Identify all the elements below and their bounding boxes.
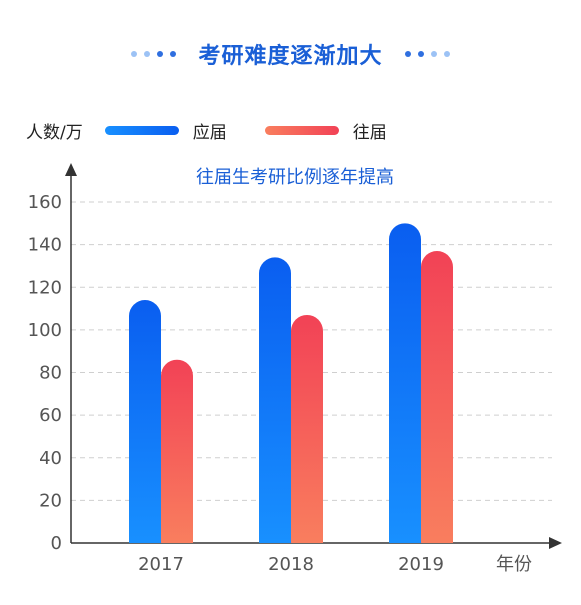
legend-label-wangjie: 往届 — [352, 122, 387, 143]
decorative-dot — [404, 51, 411, 57]
bar-yingjie-2019 — [389, 223, 421, 543]
right-dots-decoration — [404, 51, 450, 57]
legend-label-yingjie: 应届 — [192, 122, 227, 143]
y-tick-label: 20 — [39, 490, 62, 511]
y-tick-label: 0 — [51, 533, 62, 554]
x-tick-label: 2019 — [398, 554, 444, 575]
y-tick-label: 80 — [39, 363, 62, 384]
decorative-dot — [443, 51, 450, 57]
left-dots-decoration — [131, 51, 177, 57]
decorative-dot — [157, 51, 164, 57]
y-axis-arrow — [65, 163, 77, 176]
bar-wangjie-2019 — [421, 251, 453, 543]
bar-wangjie-2018 — [291, 314, 323, 543]
x-axis-arrow — [549, 537, 562, 549]
y-tick-label: 140 — [28, 235, 62, 256]
decorative-dot — [131, 51, 138, 57]
decorative-dot — [170, 51, 177, 57]
decorative-dot — [430, 51, 437, 57]
legend: 人数/万 应届 往届 — [26, 118, 403, 143]
y-tick-label: 120 — [28, 277, 62, 298]
y-tick-label: 60 — [39, 405, 62, 426]
bar-yingjie-2017 — [129, 300, 161, 543]
legend-swatch-yingjie — [104, 125, 179, 135]
title-row: 考研难度逐渐加大 — [0, 36, 581, 72]
bar-yingjie-2018 — [259, 257, 291, 543]
x-axis-unit-label: 年份 — [496, 554, 532, 575]
chart-title: 考研难度逐渐加大 — [198, 44, 383, 69]
y-axis-unit-label: 人数/万 — [26, 122, 83, 143]
y-tick-label: 100 — [28, 320, 62, 341]
y-tick-label: 40 — [39, 448, 62, 469]
bar-wangjie-2017 — [161, 359, 193, 543]
decorative-dot — [144, 51, 151, 57]
chart-annotation: 往届生考研比例逐年提高 — [196, 167, 394, 188]
x-tick-label: 2017 — [138, 554, 184, 575]
y-tick-label: 160 — [28, 192, 62, 213]
legend-swatch-wangjie — [264, 125, 339, 135]
x-tick-label: 2018 — [268, 554, 314, 575]
decorative-dot — [417, 51, 424, 57]
